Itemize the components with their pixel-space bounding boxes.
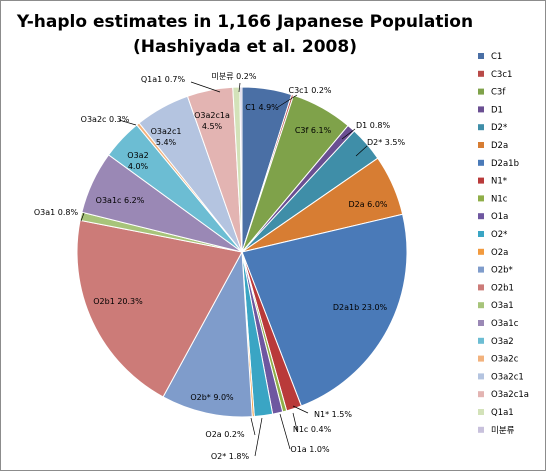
legend-label-미분류: 미분류 bbox=[491, 426, 515, 436]
leader-line-N1* bbox=[292, 405, 309, 414]
legend-swatch-D2a1b bbox=[478, 159, 484, 166]
legend-label-C1: C1 bbox=[491, 52, 502, 62]
leader-line-O2a bbox=[250, 417, 256, 436]
legend-label-D2a: D2a bbox=[491, 141, 508, 151]
legend-label-O3a1c: O3a1c bbox=[491, 319, 519, 329]
pie-label-D2a1b: D2a1b 23.0% bbox=[333, 303, 388, 312]
pie-label-O3a2c1: O3a2c1 5.4% bbox=[151, 127, 182, 147]
leader-line-Q1a1 bbox=[190, 81, 221, 93]
chart-title-line1: Y-haplo estimates in 1,166 Japanese Popu… bbox=[16, 12, 474, 32]
pie-label-N1c: N1c 0.4% bbox=[293, 425, 332, 434]
legend-swatch-O2b1 bbox=[478, 284, 484, 291]
leader-line-O1a bbox=[279, 413, 291, 450]
legend-swatch-N1* bbox=[478, 177, 484, 184]
legend-swatch-C3c1 bbox=[478, 70, 484, 77]
legend-swatch-D1 bbox=[478, 106, 484, 113]
legend-label-O2b*: O2b* bbox=[491, 266, 513, 276]
legend-swatch-O1a bbox=[478, 213, 484, 220]
legend-swatch-O3a2c bbox=[478, 355, 484, 362]
legend-label-C3f: C3f bbox=[491, 88, 506, 98]
pie-label-미분류: 미분류 0.2% bbox=[212, 72, 257, 81]
legend-label-Q1a1: Q1a1 bbox=[491, 408, 514, 418]
pie-label-O1a: O1a 1.0% bbox=[290, 445, 330, 454]
legend-swatch-O2* bbox=[478, 231, 484, 237]
legend-swatch-O3a1 bbox=[478, 302, 484, 309]
leader-line-O3a1 bbox=[80, 212, 85, 222]
legend-swatch-O3a2c1 bbox=[478, 373, 484, 380]
legend-label-O2b1: O2b1 bbox=[491, 283, 514, 293]
pie-label-C3f: C3f 6.1% bbox=[295, 126, 332, 135]
pie-label-C1: C1 4.9% bbox=[245, 103, 279, 112]
legend-swatch-D2a bbox=[478, 142, 484, 148]
pie-label-O2b*: O2b* 9.0% bbox=[190, 393, 234, 402]
pie-slice-O2b1 bbox=[76, 219, 243, 398]
pie-label-O2a: O2a 0.2% bbox=[205, 430, 245, 439]
pie-label-N1*: N1* 1.5% bbox=[314, 410, 352, 419]
leader-line-D2* bbox=[355, 145, 368, 157]
leader-line-O3a2c bbox=[118, 119, 137, 126]
pie-label-D2*: D2* 3.5% bbox=[367, 138, 406, 147]
legend-label-N1c: N1c bbox=[491, 194, 508, 204]
pie-slice-미분류 bbox=[239, 86, 243, 253]
pie-label-O2b1: O2b1 20.3% bbox=[93, 297, 143, 306]
pie-label-O3a1c: O3a1c 6.2% bbox=[96, 196, 145, 205]
legend-label-D2*: D2* bbox=[491, 123, 507, 133]
pie-label-O3a1: O3a1 0.8% bbox=[34, 208, 79, 217]
legend-label-C3c1: C3c1 bbox=[491, 70, 512, 80]
legend-label-D2a1b: D2a1b bbox=[491, 159, 519, 169]
chart-title: Y-haplo estimates in 1,166 Japanese Popu… bbox=[0, 10, 490, 60]
legend-swatch-O2a bbox=[478, 248, 484, 255]
leader-line-C3c1 bbox=[277, 94, 298, 108]
legend-swatch-Q1a1 bbox=[478, 409, 484, 415]
legend-label-O3a2c: O3a2c bbox=[491, 355, 519, 365]
pie-label-D2a: D2a 6.0% bbox=[348, 200, 387, 209]
legend-label-O3a2c1a: O3a2c1a bbox=[491, 390, 529, 400]
pie-label-O2*: O2* 1.8% bbox=[211, 452, 250, 461]
legend-label-O2a: O2a bbox=[491, 248, 508, 258]
pie-label-O3a2c1a: O3a2c1a 4.5% bbox=[194, 111, 230, 131]
legend-swatch-C3f bbox=[478, 88, 484, 95]
pie-slice-O2b* bbox=[162, 250, 253, 418]
legend-swatch-O3a1c bbox=[478, 320, 484, 326]
chart-title-line2: (Hashiyada et al. 2008) bbox=[133, 37, 357, 57]
legend-label-O1a: O1a bbox=[491, 212, 508, 222]
leader-line-미분류 bbox=[238, 82, 241, 93]
legend-label-N1*: N1* bbox=[491, 177, 507, 187]
pie-label-D1: D1 0.8% bbox=[356, 121, 391, 130]
legend-swatch-O2b* bbox=[478, 266, 484, 273]
pie-label-C3c1: C3c1 0.2% bbox=[288, 86, 331, 95]
legend-swatch-O3a2c1a bbox=[478, 391, 484, 398]
leader-line-D1 bbox=[341, 128, 356, 140]
pie-label-O3a2c: O3a2c 0.3% bbox=[81, 115, 130, 124]
legend-label-O3a1: O3a1 bbox=[491, 301, 514, 311]
legend-swatch-O3a2 bbox=[478, 337, 484, 344]
legend-label-D1: D1 bbox=[491, 105, 503, 115]
legend-label-O3a2c1: O3a2c1 bbox=[491, 372, 524, 382]
legend-label-O2*: O2* bbox=[491, 230, 507, 240]
pie-label-Q1a1: Q1a1 0.7% bbox=[141, 75, 186, 84]
leader-line-N1c bbox=[292, 412, 298, 431]
legend-label-O3a2: O3a2 bbox=[491, 337, 514, 347]
legend-swatch-D2* bbox=[478, 124, 484, 131]
legend-swatch-미분류 bbox=[478, 426, 484, 433]
legend-swatch-N1c bbox=[478, 195, 484, 202]
pie-label-O3a2: O3a2 4.0% bbox=[127, 151, 148, 171]
leader-line-O2* bbox=[254, 417, 263, 457]
legend-swatch-C1 bbox=[478, 53, 484, 59]
